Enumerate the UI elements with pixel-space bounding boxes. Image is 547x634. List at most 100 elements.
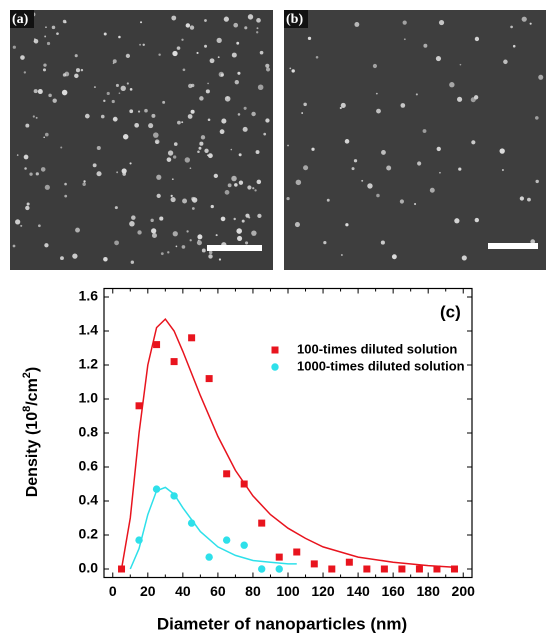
speck — [129, 162, 132, 165]
speck — [189, 239, 192, 242]
fit-curve — [120, 317, 455, 570]
speck — [12, 45, 16, 49]
speck — [43, 136, 45, 139]
speck — [46, 41, 51, 46]
speck — [449, 82, 455, 88]
speck — [56, 32, 59, 36]
data-point — [205, 375, 213, 383]
speck — [257, 213, 262, 218]
speck — [372, 63, 378, 69]
speck — [162, 100, 166, 104]
speck — [103, 256, 108, 262]
data-point — [380, 565, 388, 573]
speck — [25, 205, 30, 211]
speck — [126, 82, 129, 85]
speck — [474, 217, 480, 223]
data-point — [240, 480, 248, 488]
speck — [196, 240, 202, 246]
speck — [501, 169, 504, 172]
speck — [131, 215, 136, 220]
x-tick-label: 120 — [311, 583, 335, 599]
speck — [461, 255, 467, 261]
speck — [175, 245, 178, 248]
speck — [191, 83, 195, 88]
speck — [205, 89, 210, 94]
data-point — [118, 565, 126, 573]
speck — [265, 67, 271, 72]
speck — [37, 89, 43, 95]
data-point — [170, 358, 178, 366]
speck — [216, 37, 222, 44]
speck — [62, 73, 67, 77]
speck — [182, 68, 186, 72]
speck — [256, 27, 259, 30]
speck — [23, 71, 27, 74]
speck — [122, 134, 129, 140]
x-tick-label: 100 — [276, 583, 300, 599]
speck — [20, 224, 23, 227]
speck — [44, 35, 47, 38]
speck — [399, 199, 405, 204]
y-tick-label: 1.0 — [79, 390, 99, 406]
speck — [93, 86, 96, 89]
speck — [121, 168, 127, 174]
data-point — [240, 541, 248, 549]
speck — [257, 84, 264, 91]
legend-marker — [271, 363, 279, 371]
speck — [40, 167, 46, 172]
speck — [191, 196, 196, 201]
speck — [172, 50, 178, 57]
speck — [142, 43, 145, 47]
speck — [44, 243, 49, 248]
data-point — [363, 565, 371, 573]
speck — [153, 132, 159, 138]
speck — [223, 16, 229, 22]
speck — [236, 41, 240, 45]
speck — [210, 204, 214, 209]
speck — [234, 80, 239, 85]
speck — [74, 54, 78, 58]
speck — [417, 161, 422, 166]
speck — [529, 22, 532, 25]
speck — [118, 35, 121, 39]
speck — [473, 95, 479, 100]
speck — [252, 187, 255, 190]
data-point — [275, 553, 283, 561]
data-point — [275, 565, 283, 573]
speck — [255, 150, 260, 155]
speck — [118, 92, 121, 95]
speck — [265, 63, 270, 68]
speck — [177, 120, 181, 125]
speck — [323, 241, 327, 245]
speck — [227, 183, 232, 188]
speck — [171, 178, 174, 181]
data-point — [152, 485, 161, 493]
speck — [189, 167, 192, 170]
speck — [23, 154, 29, 160]
speck — [245, 241, 249, 245]
speck — [103, 32, 107, 36]
speck — [245, 213, 250, 218]
speck — [471, 140, 476, 145]
speck — [33, 38, 39, 44]
panel-label: (c) — [440, 302, 461, 321]
speck — [263, 132, 267, 136]
speck — [204, 44, 207, 48]
speck — [189, 25, 195, 30]
speck — [218, 258, 222, 261]
speck — [204, 19, 207, 22]
speck — [456, 96, 463, 102]
speck — [96, 171, 102, 177]
data-point — [398, 565, 406, 573]
speck — [361, 179, 364, 182]
x-tick-label: 180 — [417, 583, 441, 599]
x-tick-label: 20 — [140, 583, 156, 599]
speck — [129, 221, 135, 227]
scale-bar — [207, 245, 262, 251]
data-point — [258, 519, 266, 527]
speck — [198, 146, 202, 150]
speck — [170, 194, 173, 197]
label-bg — [284, 10, 308, 28]
speck — [233, 217, 236, 221]
speck — [140, 21, 143, 24]
